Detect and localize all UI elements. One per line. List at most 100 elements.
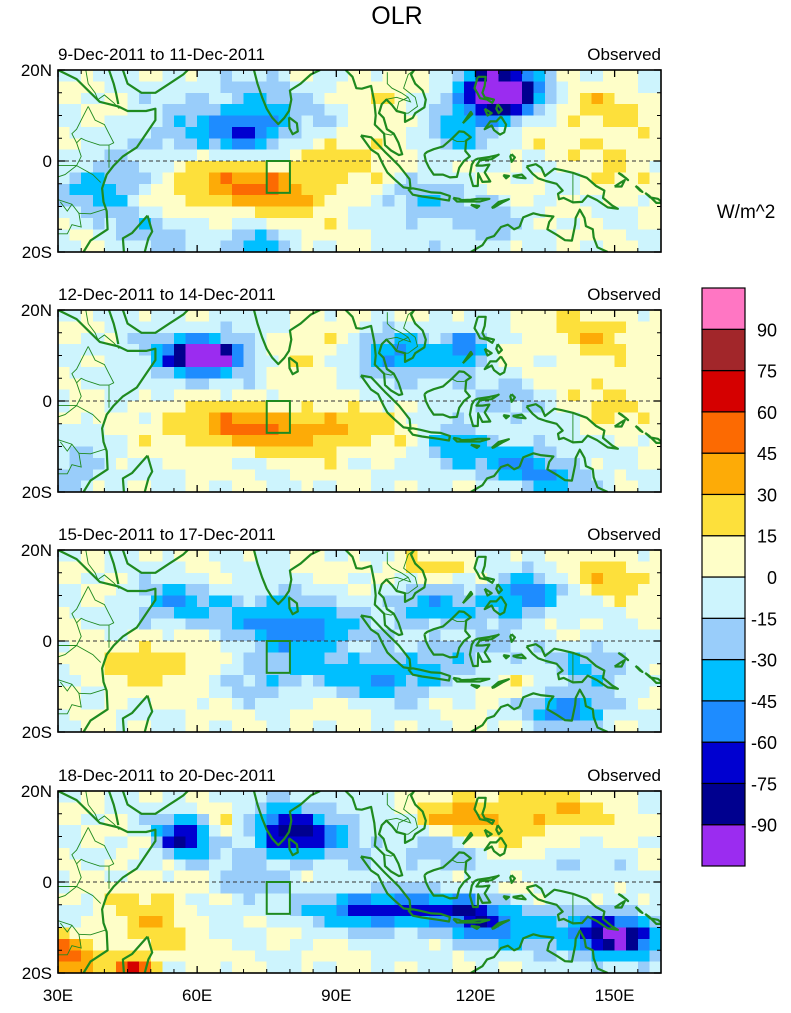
olr-cell	[289, 859, 303, 872]
olr-cell	[371, 149, 384, 162]
olr-cell	[92, 480, 105, 492]
olr-cell	[289, 697, 303, 710]
olr-cell	[139, 446, 152, 459]
olr-cell	[475, 138, 488, 151]
olr-cell	[463, 595, 477, 608]
olr-cell	[173, 813, 187, 826]
olr-cell	[255, 927, 268, 940]
olr-cell	[243, 950, 256, 963]
olr-cell	[545, 802, 558, 815]
olr-cell	[92, 161, 105, 173]
olr-cell	[382, 70, 395, 82]
olr-cell	[185, 435, 198, 448]
olr-cell	[115, 836, 129, 849]
olr-cell	[614, 686, 627, 699]
olr-cell	[579, 629, 593, 642]
olr-cell	[591, 183, 604, 196]
olr-cell	[545, 161, 558, 173]
olr-cell	[231, 572, 245, 585]
olr-cell	[405, 126, 419, 139]
olr-cell	[556, 652, 569, 665]
olr-cell	[208, 916, 221, 929]
olr-cell	[568, 561, 581, 574]
coastline	[58, 550, 157, 732]
olr-cell	[359, 927, 372, 940]
olr-cell	[115, 961, 129, 973]
olr-cell	[359, 950, 372, 963]
olr-cell	[394, 584, 407, 597]
olr-cell	[440, 550, 453, 562]
olr-cell	[603, 618, 616, 631]
olr-cell	[220, 172, 233, 185]
olr-cell	[231, 183, 245, 196]
olr-cell	[173, 321, 187, 334]
olr-cell	[405, 115, 419, 128]
olr-cell	[69, 584, 82, 597]
olr-cell	[231, 126, 245, 139]
coastline	[483, 355, 508, 376]
olr-cell	[127, 904, 140, 917]
olr-cell	[301, 802, 314, 815]
olr-cell	[115, 366, 129, 379]
olr-cell	[429, 217, 442, 230]
olr-cell	[278, 618, 291, 631]
olr-cell	[405, 435, 419, 448]
olr-cell	[208, 321, 221, 334]
olr-cell	[220, 92, 233, 105]
olr-cell	[266, 950, 279, 963]
olr-cell	[359, 138, 372, 151]
olr-cell	[603, 469, 616, 482]
olr-cell	[324, 115, 337, 128]
olr-cell	[603, 70, 616, 82]
olr-cell	[591, 893, 604, 906]
olr-cell	[440, 126, 453, 139]
olr-cell	[197, 663, 210, 676]
olr-cell	[289, 229, 303, 242]
olr-cell	[626, 206, 639, 219]
olr-cell	[58, 401, 71, 413]
country-border	[85, 310, 120, 350]
olr-cell	[405, 961, 419, 973]
olr-cell	[498, 572, 511, 585]
olr-cell	[69, 355, 82, 368]
olr-cell	[278, 652, 291, 665]
olr-cell	[510, 720, 523, 732]
index-box-region	[265, 881, 291, 915]
olr-cell	[452, 618, 465, 631]
olr-cell	[603, 183, 616, 196]
olr-cell	[150, 561, 163, 574]
olr-cell	[452, 893, 465, 906]
olr-cell	[243, 332, 256, 345]
olr-cell	[637, 802, 651, 815]
y-tick-label: 0	[43, 873, 52, 892]
olr-cell	[545, 720, 558, 732]
olr-cell	[371, 720, 384, 732]
coastline	[509, 874, 516, 884]
olr-cell	[336, 927, 349, 940]
olr-cell	[197, 813, 210, 826]
olr-cell	[301, 321, 314, 334]
olr-cell	[231, 366, 245, 379]
olr-cell	[104, 870, 117, 883]
olr-cell	[289, 457, 303, 470]
olr-cell	[115, 859, 129, 872]
olr-cell	[81, 927, 94, 940]
olr-cell	[104, 195, 117, 208]
olr-cell	[150, 217, 163, 230]
olr-cell	[127, 355, 140, 368]
olr-cell	[255, 572, 268, 585]
olr-cell	[220, 641, 233, 653]
olr-cell	[568, 446, 581, 459]
olr-cell	[463, 961, 477, 973]
olr-cell	[475, 457, 488, 470]
olr-cell	[626, 663, 639, 676]
olr-cell	[58, 70, 71, 82]
olr-cell	[545, 206, 558, 219]
olr-cell	[475, 686, 488, 699]
olr-cell	[556, 606, 569, 619]
olr-cell	[429, 172, 442, 185]
colorbar-swatch	[701, 452, 746, 496]
olr-cell	[255, 115, 268, 128]
olr-cell	[510, 195, 523, 208]
olr-cell	[394, 104, 407, 117]
